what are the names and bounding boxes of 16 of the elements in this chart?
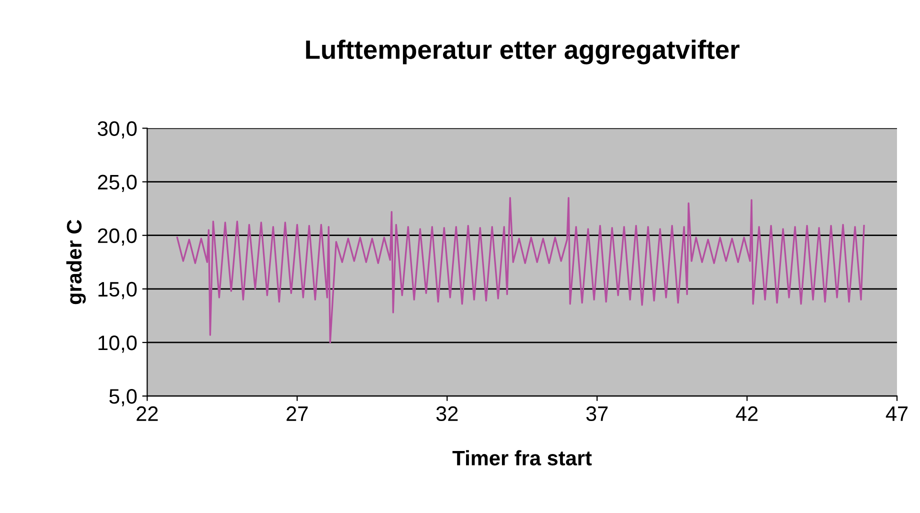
x-tick-label: 27: [286, 406, 308, 421]
x-tick-label: 42: [736, 406, 758, 421]
y-tick-label: 10,0: [98, 335, 137, 353]
y-tick-label: 25,0: [98, 174, 137, 192]
y-axis-title: grader C: [66, 220, 86, 304]
x-tick-label: 32: [436, 406, 458, 422]
x-tick-label: 22: [136, 406, 158, 421]
x-axis-title: Timer fra start: [452, 450, 592, 466]
x-tick-label: 47: [886, 406, 908, 421]
line-series: [176, 197, 865, 344]
y-tick-label: 15,0: [98, 282, 137, 300]
y-tick-label: 20,0: [98, 228, 137, 246]
chart-title: Lufttemperatur etter aggregatvifter: [306, 40, 740, 64]
x-tick-label: 37: [586, 406, 608, 422]
y-tick-label: 30,0: [98, 121, 137, 138]
y-tick-label: 5,0: [109, 389, 137, 406]
